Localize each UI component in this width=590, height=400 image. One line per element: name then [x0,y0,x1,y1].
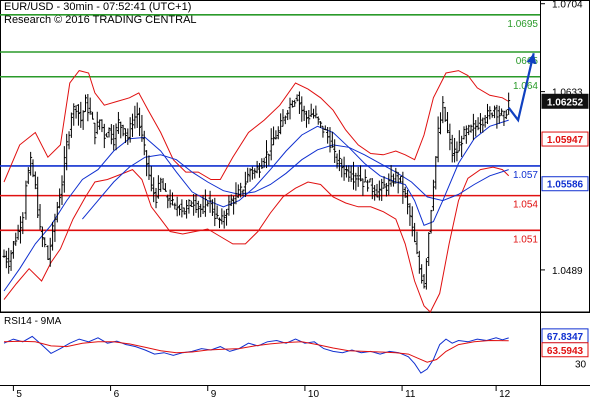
moving-average-fast-line [3,119,509,292]
main-panel-frame [0,0,590,313]
time-axis-tick-label: 6 [114,389,120,400]
forecast-arrow-head [526,53,537,65]
price-axis-tick-label: 1.0489 [552,266,583,277]
price-tag-label: 1.05947 [547,135,584,146]
rsi-value-tag-box [541,342,589,358]
bollinger-upper-line [3,70,509,183]
chart-title: EUR/USD - 30min - 07:52:41 (UTC+1) [4,1,192,13]
rsi-line [3,335,509,374]
rsi-value-tag-label: 63.5943 [547,346,584,357]
price-tag-label: 1.05586 [547,180,584,191]
price-tag-box [541,131,589,147]
forecast-arrow-line [507,52,535,123]
time-axis-tick-label: 10 [308,389,320,400]
rsi-title: RSI14 - 9MA [4,316,62,327]
support-level-label: 1.054 [513,200,538,211]
time-axis-tick-label: 5 [16,389,22,400]
pivot-level-label: 1.057 [513,170,538,181]
price-bars [2,91,511,290]
rsi-axis-tick-label: 30 [575,360,587,371]
time-axis-tick-label: 12 [499,389,511,400]
time-axis-tick-label: 9 [211,389,217,400]
chart-subtitle: Research © 2016 TRADING CENTRAL [4,14,197,26]
price-axis-tick-label: 1.0704 [552,0,583,11]
price-tag-box [541,93,589,109]
time-axis-tick-label: 11 [405,389,416,400]
price-tag-box [541,176,589,192]
rsi-ma-line [3,339,509,363]
support-level-label: 1.051 [513,234,538,245]
price-axis-tick-label: 1.0633 [552,88,583,99]
moving-average-slow-line [82,144,509,220]
price-tag-label: 1.06252 [547,97,584,108]
target-level-label: 1.0695 [507,19,538,30]
rsi-value-tag-label: 67.8347 [547,332,584,343]
bollinger-lower-line [3,166,510,313]
